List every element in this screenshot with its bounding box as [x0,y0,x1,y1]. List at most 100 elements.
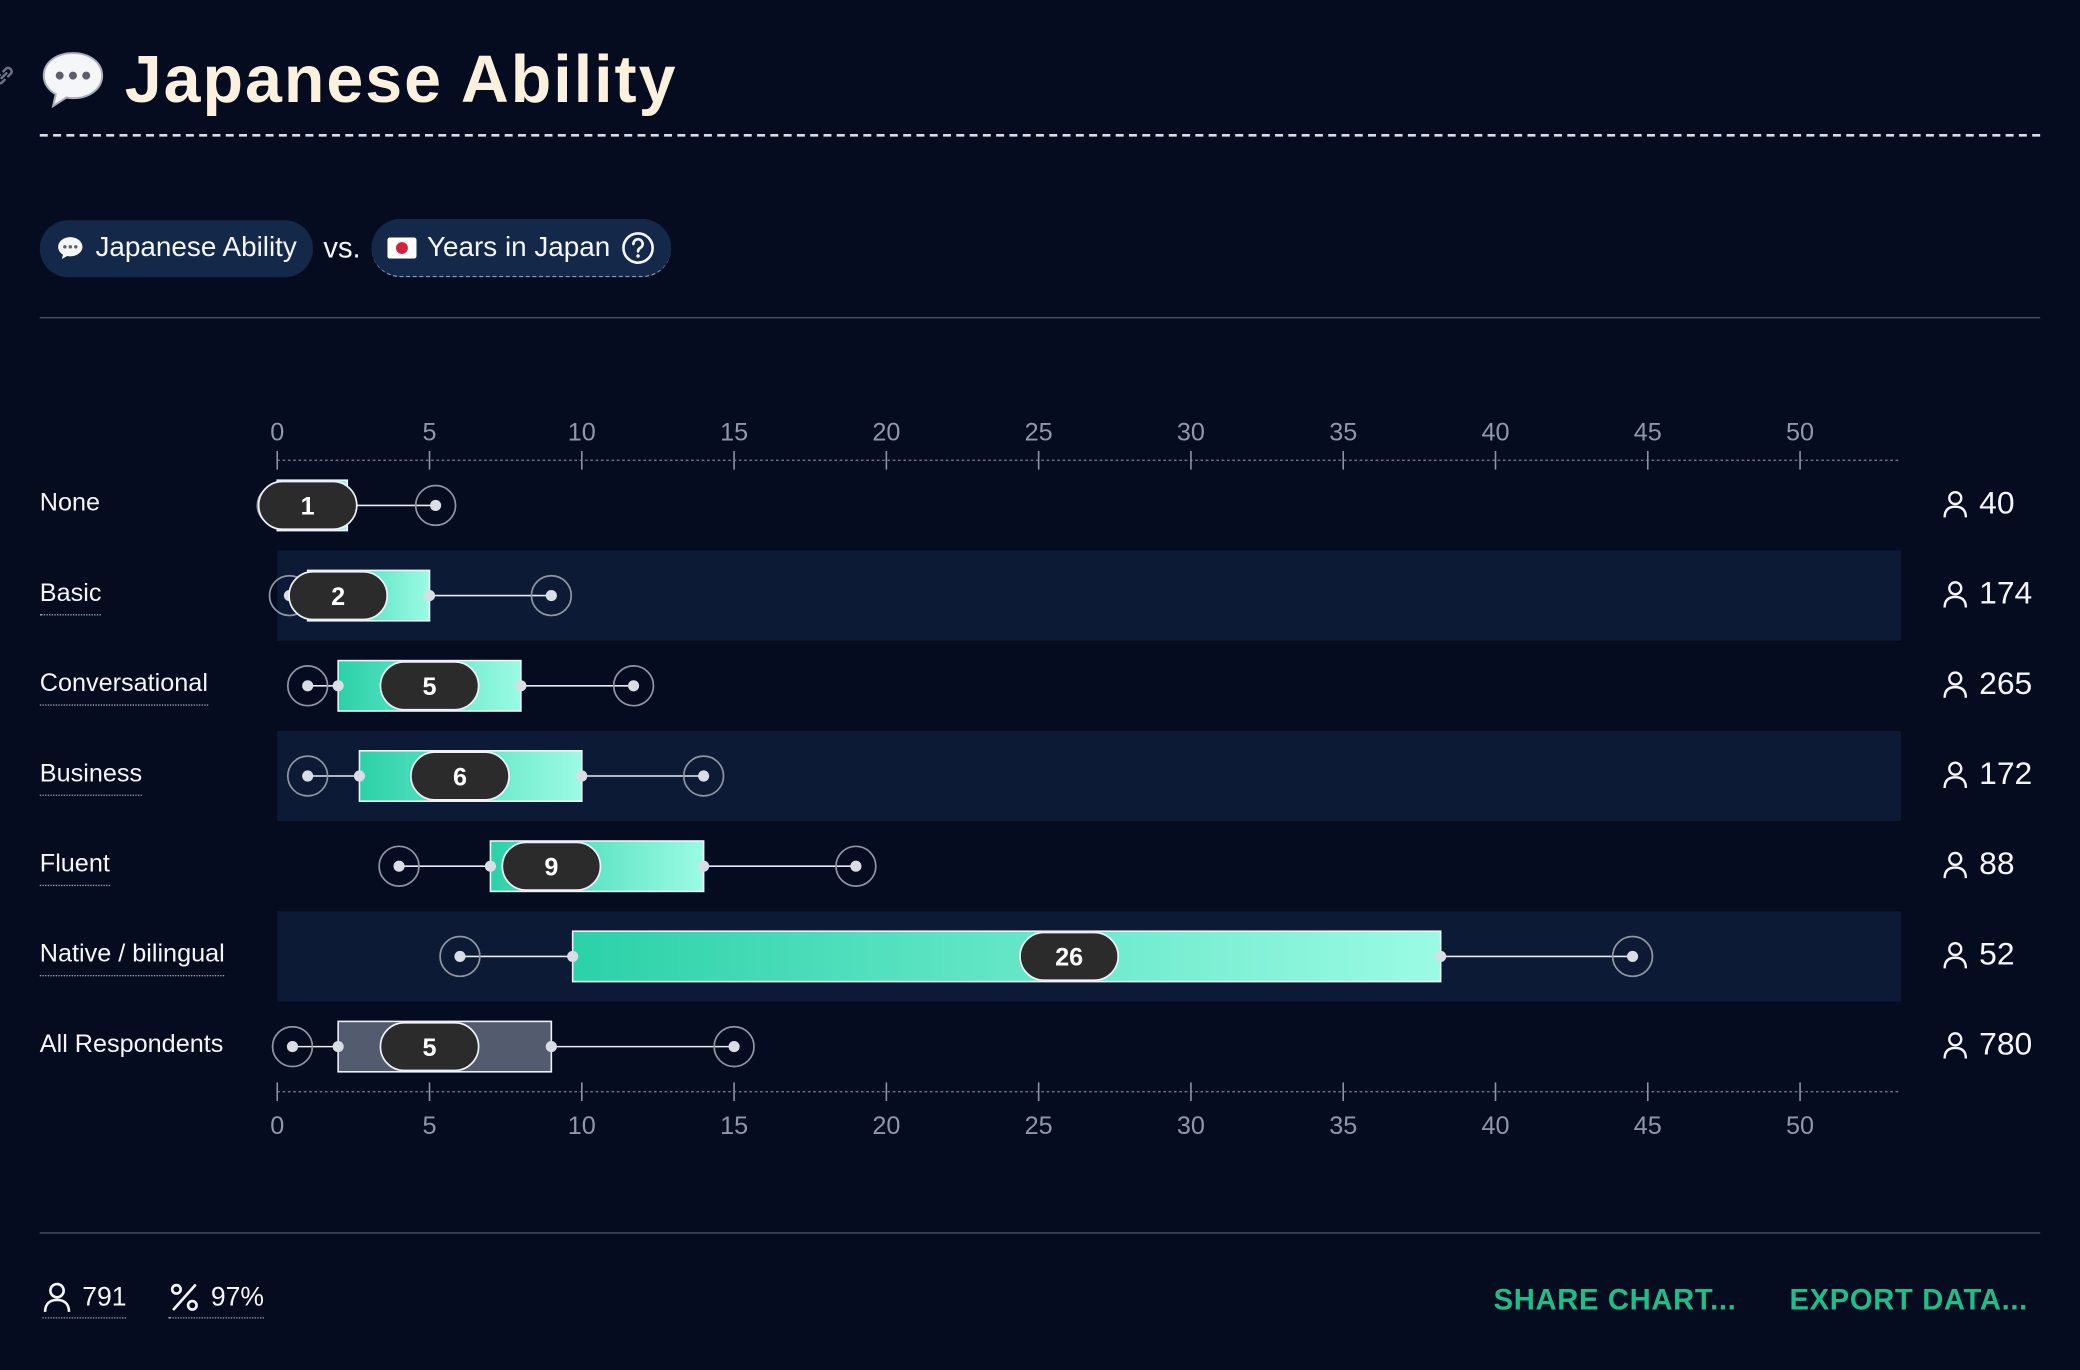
row-count: 780 [1942,1027,2032,1064]
whisker-end-ring [414,484,457,527]
marker-dot [850,860,862,872]
axis-tick-label: 35 [1329,418,1357,446]
marker-dot [567,950,579,962]
row-label: All Respondents [39,1030,224,1059]
marker-dot [423,590,436,602]
percent-stat[interactable]: 97% [168,1281,265,1319]
axis-tick-label: 10 [568,418,596,446]
box-row[interactable]: 5 [271,1020,755,1073]
row-count: 174 [1942,576,2032,613]
marker-dot [1626,950,1639,962]
question-circle-icon[interactable] [621,230,655,264]
share-chart-button[interactable]: SHARE CHART... [1493,1282,1737,1316]
row-label[interactable]: Basic [39,578,102,616]
marker-dot [393,860,405,872]
marker-dot [332,680,344,692]
marker-dot [353,770,366,782]
box-row[interactable]: 1 [256,479,457,532]
respondents-stat[interactable]: 791 [42,1281,127,1319]
primary-question-pill[interactable]: Japanese Ability [39,219,313,277]
whisker-end-ring [682,755,725,797]
person-icon [43,1282,71,1312]
axis-tick-label: 50 [1786,1112,1814,1140]
axis-tick-label: 20 [872,418,900,446]
marker-dot [332,1041,344,1053]
axis-tick-label: 45 [1634,1112,1662,1140]
iqr-box[interactable] [571,930,1442,983]
box-row[interactable]: 6 [286,750,725,803]
marker-dot [545,1041,557,1053]
axis-tick-label: 30 [1177,1112,1205,1140]
axis-tick-label: 15 [720,1112,748,1140]
median-pill[interactable] [1019,931,1120,982]
marker-dot [286,1041,299,1053]
row-count-value: 52 [1979,936,2015,973]
comparison-selector: Japanese Ability vs. Years in Japan [39,218,672,278]
row-count-value: 40 [1979,485,2015,522]
row-count-value: 780 [1979,1026,2033,1063]
marker-dot [698,770,710,782]
whisker-end-ring [1611,935,1654,978]
person-icon [1943,581,1968,608]
row-label[interactable]: Business [39,759,143,796]
person-icon [1943,941,1968,969]
speech-bubble-icon [42,52,104,109]
median-pill[interactable] [501,841,602,891]
page-header: Japanese Ability [40,42,678,117]
median-pill[interactable] [410,751,510,801]
row-label[interactable]: Fluent [39,849,110,887]
person-icon [1943,1032,1968,1059]
axis-tick-label: 50 [1786,418,1814,446]
link-icon[interactable] [0,61,19,90]
box-row[interactable]: 26 [439,930,1654,983]
row-count-value: 172 [1979,756,2033,792]
axis-tick-label: 35 [1329,1112,1357,1140]
row-count: 52 [1942,937,2015,974]
whisker-end-ring [530,574,573,617]
row-label[interactable]: Conversational [39,669,208,706]
whisker-end-ring [286,665,329,707]
whisker-end-ring [378,845,420,887]
marker-dot [302,770,314,782]
percent-icon [170,1283,198,1311]
secondary-question-pill[interactable]: Years in Japan [371,218,672,278]
row-count-value: 88 [1979,846,2015,883]
axis-tick-label: 30 [1177,418,1205,446]
whisker-end-ring [713,1025,755,1068]
median-label: 5 [423,673,437,701]
median-pill[interactable] [379,661,480,711]
whisker-end-ring [271,1025,314,1068]
row-label[interactable]: Native / bilingual [39,939,225,977]
whisker-end-ring [612,665,655,707]
title-divider [39,133,2041,137]
marker-dot [515,680,527,692]
axis-tick-label: 45 [1634,418,1662,446]
marker-dot [302,680,314,692]
box-row[interactable]: 2 [268,569,573,622]
median-pill[interactable] [257,480,358,531]
median-pill[interactable] [379,1021,480,1072]
marker-dot [728,1041,740,1053]
axis-tick-label: 5 [423,1112,437,1140]
person-icon [1943,851,1968,879]
row-label: None [39,489,101,518]
box-row[interactable]: 5 [286,659,655,712]
export-data-button[interactable]: EXPORT DATA... [1789,1282,2028,1316]
section-divider-bottom [39,1232,2041,1234]
marker-dot [430,499,442,511]
median-label: 2 [331,583,345,611]
respondents-count: 791 [82,1282,127,1312]
percent-value: 97% [210,1282,265,1312]
marker-dot [576,770,588,782]
secondary-question-label: Years in Japan [427,231,611,262]
versus-label: vs. [323,230,361,264]
page-title: Japanese Ability [124,42,678,117]
row-count-value: 265 [1979,665,2033,702]
row-count: 172 [1942,756,2032,793]
axis-tick-label: 0 [270,418,284,446]
median-label: 5 [423,1034,437,1062]
median-pill[interactable] [288,570,389,621]
box-row[interactable]: 9 [378,840,877,893]
axis-tick-label: 20 [872,1112,900,1140]
